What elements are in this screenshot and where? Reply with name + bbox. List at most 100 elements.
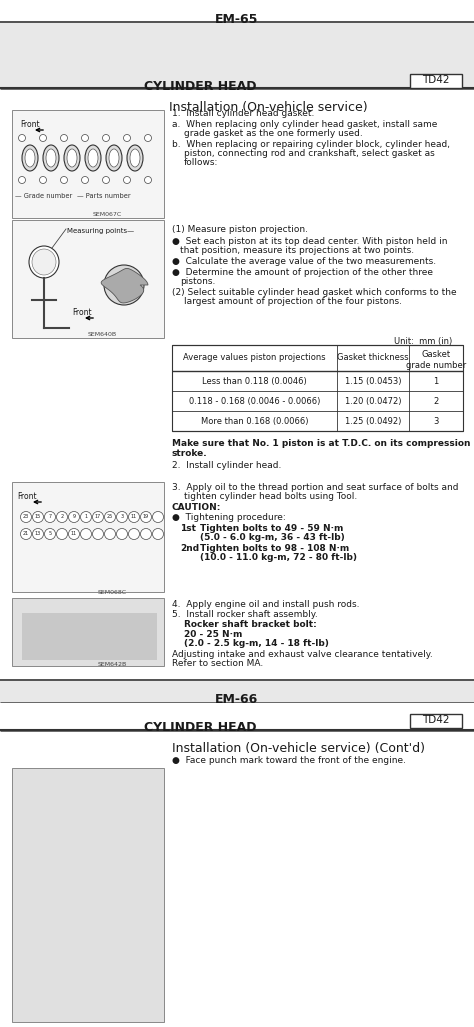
- Circle shape: [33, 511, 44, 523]
- Circle shape: [81, 511, 91, 523]
- Text: Less than 0.118 (0.0046): Less than 0.118 (0.0046): [202, 377, 307, 386]
- Bar: [410, 74, 462, 88]
- Circle shape: [102, 135, 109, 142]
- Circle shape: [39, 135, 46, 142]
- Polygon shape: [101, 268, 148, 303]
- Text: (1) Measure piston projection.: (1) Measure piston projection.: [172, 225, 308, 234]
- Text: Gasket
grade number: Gasket grade number: [406, 350, 466, 370]
- Text: CYLINDER HEAD: CYLINDER HEAD: [144, 721, 256, 734]
- Text: 0.118 - 0.168 (0.0046 - 0.0066): 0.118 - 0.168 (0.0046 - 0.0066): [189, 397, 320, 406]
- Circle shape: [92, 511, 103, 523]
- Circle shape: [82, 177, 89, 184]
- Ellipse shape: [130, 149, 140, 167]
- Bar: [0, 23, 474, 88]
- Text: Installation (On-vehicle service) (Cont'd): Installation (On-vehicle service) (Cont'…: [172, 741, 425, 755]
- Text: ●  Set each piston at its top dead center. With piston held in: ● Set each piston at its top dead center…: [172, 237, 447, 246]
- Bar: [12, 110, 164, 218]
- Circle shape: [128, 511, 139, 523]
- Text: Front: Front: [17, 492, 36, 501]
- Text: (5.0 - 6.0 kg-m, 36 - 43 ft-lb): (5.0 - 6.0 kg-m, 36 - 43 ft-lb): [200, 533, 345, 542]
- Circle shape: [56, 511, 67, 523]
- Text: SEM068C: SEM068C: [98, 589, 127, 595]
- Text: (10.0 - 11.0 kg-m, 72 - 80 ft-lb): (10.0 - 11.0 kg-m, 72 - 80 ft-lb): [200, 553, 357, 562]
- Bar: [12, 220, 164, 338]
- Text: — Parts number: — Parts number: [77, 193, 131, 199]
- Text: ●  Face punch mark toward the front of the engine.: ● Face punch mark toward the front of th…: [172, 756, 406, 765]
- Circle shape: [153, 529, 164, 539]
- Text: 2nd: 2nd: [180, 544, 199, 553]
- Text: 25: 25: [107, 514, 113, 519]
- Text: 3.  Apply oil to the thread portion and seat surface of bolts and: 3. Apply oil to the thread portion and s…: [172, 483, 458, 492]
- Ellipse shape: [67, 149, 77, 167]
- Ellipse shape: [127, 145, 143, 172]
- Circle shape: [124, 135, 130, 142]
- Circle shape: [145, 177, 152, 184]
- Text: EM-65: EM-65: [215, 13, 259, 26]
- Circle shape: [92, 529, 103, 539]
- Circle shape: [128, 529, 139, 539]
- Text: 13: 13: [35, 531, 41, 536]
- Text: 11: 11: [71, 531, 77, 536]
- Text: SEM067C: SEM067C: [92, 212, 122, 217]
- Text: (2.0 - 2.5 kg-m, 14 - 18 ft-lb): (2.0 - 2.5 kg-m, 14 - 18 ft-lb): [184, 639, 329, 648]
- Text: Rocker shaft bracket bolt:: Rocker shaft bracket bolt:: [184, 620, 317, 629]
- Ellipse shape: [104, 265, 144, 305]
- Text: Average values piston projections: Average values piston projections: [183, 353, 326, 362]
- Polygon shape: [22, 613, 157, 660]
- Text: Gasket thickness: Gasket thickness: [337, 353, 409, 362]
- Text: CYLINDER HEAD: CYLINDER HEAD: [144, 80, 256, 93]
- Text: 5.  Install rocker shaft assembly.: 5. Install rocker shaft assembly.: [172, 610, 318, 619]
- Text: Refer to section MA.: Refer to section MA.: [172, 659, 263, 668]
- Text: SEM642B: SEM642B: [97, 662, 127, 667]
- Ellipse shape: [109, 149, 119, 167]
- Ellipse shape: [64, 145, 80, 172]
- Circle shape: [56, 529, 67, 539]
- Circle shape: [140, 511, 152, 523]
- Text: follows:: follows:: [184, 158, 219, 167]
- Circle shape: [104, 511, 116, 523]
- Text: 1: 1: [433, 377, 438, 386]
- Text: Front: Front: [72, 308, 91, 317]
- Circle shape: [81, 529, 91, 539]
- Ellipse shape: [22, 145, 38, 172]
- Text: TD42: TD42: [422, 715, 450, 725]
- Circle shape: [117, 511, 128, 523]
- Text: 7: 7: [48, 514, 52, 519]
- Circle shape: [104, 529, 116, 539]
- Bar: [410, 714, 462, 728]
- Circle shape: [117, 529, 128, 539]
- Circle shape: [18, 135, 26, 142]
- Text: 21: 21: [23, 531, 29, 536]
- Text: 15: 15: [35, 514, 41, 519]
- Circle shape: [39, 177, 46, 184]
- Text: Installation (On-vehicle service): Installation (On-vehicle service): [169, 101, 368, 114]
- Text: 2.  Install cylinder head.: 2. Install cylinder head.: [172, 461, 282, 470]
- Circle shape: [69, 529, 80, 539]
- Bar: [12, 482, 164, 592]
- Circle shape: [82, 135, 89, 142]
- Text: 1.15 (0.0453): 1.15 (0.0453): [345, 377, 401, 386]
- Ellipse shape: [88, 149, 98, 167]
- Ellipse shape: [43, 145, 59, 172]
- Circle shape: [102, 177, 109, 184]
- Text: 2: 2: [433, 397, 438, 406]
- Circle shape: [45, 529, 55, 539]
- Circle shape: [61, 135, 67, 142]
- Text: — Grade number: — Grade number: [15, 193, 72, 199]
- Text: 3: 3: [433, 417, 439, 426]
- Text: 5: 5: [48, 531, 52, 536]
- Text: b.  When replacing or repairing cylinder block, cylinder head,: b. When replacing or repairing cylinder …: [172, 140, 450, 149]
- Circle shape: [20, 529, 31, 539]
- Text: Tighten bolts to 49 - 59 N·m: Tighten bolts to 49 - 59 N·m: [200, 524, 343, 533]
- Text: SEM640B: SEM640B: [87, 332, 117, 337]
- Text: CAUTION:: CAUTION:: [172, 503, 221, 512]
- Ellipse shape: [25, 149, 35, 167]
- Text: largest amount of projection of the four pistons.: largest amount of projection of the four…: [184, 297, 402, 306]
- Text: Tighten bolts to 98 - 108 N·m: Tighten bolts to 98 - 108 N·m: [200, 544, 349, 553]
- Circle shape: [153, 511, 164, 523]
- Bar: [12, 768, 164, 1022]
- Circle shape: [124, 177, 130, 184]
- Text: piston, connecting rod and crankshaft, select gasket as: piston, connecting rod and crankshaft, s…: [184, 149, 435, 158]
- Text: 1.20 (0.0472): 1.20 (0.0472): [345, 397, 401, 406]
- Bar: [172, 345, 463, 431]
